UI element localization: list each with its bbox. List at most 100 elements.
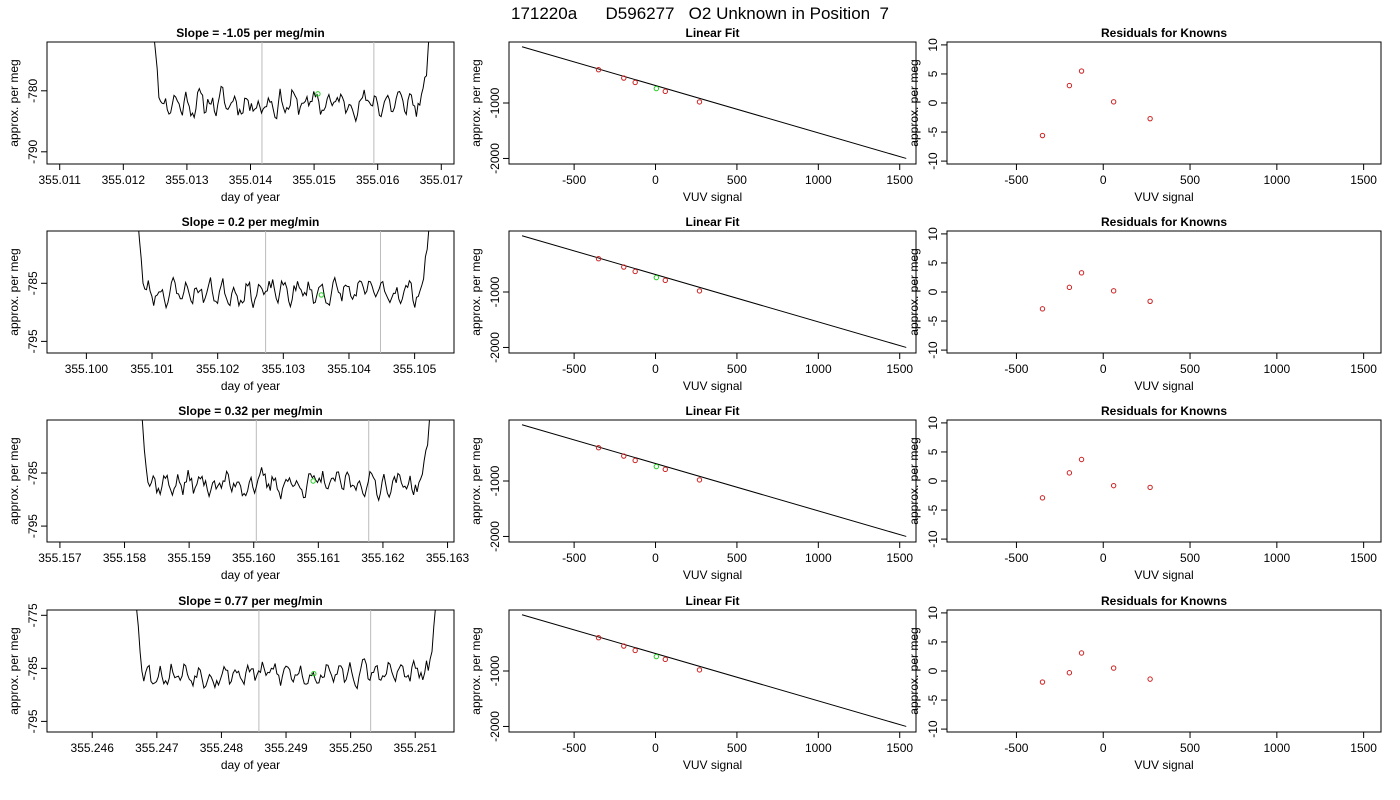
known-point [1147,484,1153,491]
x-tick-label: 355.247 [135,741,179,755]
known-point [1066,670,1073,676]
x-axis-label: day of year [221,568,280,582]
y-tick-label: -775 [26,603,40,627]
signal-trace [138,231,430,310]
known-point [1066,284,1073,291]
plot-frame [46,41,455,165]
y-tick-label: 5 [926,259,940,266]
x-axis-label: VUV signal [683,758,742,772]
x-tick-label: 500 [727,741,747,755]
panel-title: Slope = 0.77 per meg/min [178,594,322,608]
panel-title: Slope = 0.2 per meg/min [182,215,320,229]
x-tick-label: 0 [1100,173,1107,187]
known-point [1039,495,1046,501]
panel-r0-c2: Residuals for Knowns -500 0 500 1000 1500 VUV … [907,26,1382,204]
x-tick-label: 500 [1180,173,1200,187]
fit-line [521,614,907,727]
x-tick-label: -500 [1004,173,1028,187]
known-point [1110,99,1117,105]
known-point [621,453,627,459]
x-tick-label: -500 [562,362,586,376]
plot-area [521,46,907,159]
panel-r1-c2: Residuals for Knowns -500 0 500 1000 1500 VUV … [907,215,1382,393]
x-tick-label: -500 [1004,551,1028,565]
x-tick-label: 355.016 [356,173,400,187]
x-tick-label: 1500 [1350,551,1377,565]
y-tick-label: 10 [926,38,940,52]
x-tick-label: 1500 [886,741,913,755]
known-point [696,288,703,294]
x-axis-label: VUV signal [1134,758,1193,772]
x-tick-label: 500 [1180,362,1200,376]
plot-area [521,614,907,727]
y-tick-label: -2000 [488,711,502,742]
x-tick-label: 355.249 [264,741,308,755]
known-point [662,88,668,95]
y-tick-label: 0 [926,477,940,484]
plot-area [138,231,430,353]
unknown-point [310,478,316,484]
x-axis-label: VUV signal [683,190,742,204]
y-tick-label: 0 [926,99,940,106]
unknown-point [318,292,325,298]
known-point [1039,306,1046,312]
known-point [632,647,638,654]
x-tick-label: 1000 [1263,362,1290,376]
y-axis-label: approx. per meg [7,437,21,524]
known-point [1066,82,1073,89]
plot-area [1039,650,1153,685]
x-tick-label: 355.012 [102,173,146,187]
panel-title: Residuals for Knowns [1101,594,1227,608]
known-point [621,75,627,81]
panel-r0-c1: Linear Fit -500 0 500 1000 1500 VUV signal -100… [469,26,917,204]
y-axis-label: approx. per meg [469,59,483,146]
panel-r0-c0: Slope = -1.05 per meg/min 355.011 355.012 3… [7,26,463,204]
known-point [632,79,638,86]
panel-title: Linear Fit [685,215,739,229]
known-point [621,643,627,649]
x-tick-label: 1500 [1350,741,1377,755]
y-axis-label: approx. per meg [907,59,921,146]
x-tick-label: 1500 [1350,173,1377,187]
unknown-point [653,274,660,281]
panel-title: Linear Fit [685,594,739,608]
known-point [1078,650,1085,656]
x-tick-label: 1500 [886,551,913,565]
y-tick-label: 10 [926,416,940,430]
x-tick-label: 355.162 [361,551,405,565]
known-point [1110,482,1117,489]
plot-area [521,424,907,537]
fit-line [521,424,907,537]
x-tick-label: -500 [1004,741,1028,755]
x-tick-label: 355.158 [103,551,147,565]
unknown-point [653,85,660,92]
known-point [1078,456,1085,463]
known-point [662,277,668,284]
plot-area [1039,456,1153,501]
known-point [1147,676,1153,682]
plot-frame [46,230,455,354]
known-point [1110,288,1117,294]
x-tick-label: 355.161 [297,551,341,565]
panel-r3-c0: Slope = 0.77 per meg/min 355.246 355.247 35… [7,594,455,772]
y-tick-label: -10 [926,720,940,738]
y-axis-label: approx. per meg [7,627,21,714]
x-tick-label: 1500 [886,362,913,376]
known-point [1078,68,1085,74]
signal-trace [136,610,436,690]
plot-frame [946,419,1382,543]
x-tick-label: 355.101 [130,362,174,376]
known-point [1147,115,1153,122]
unknown-point [653,653,660,660]
x-axis-label: day of year [221,190,280,204]
known-point [595,635,602,641]
x-tick-label: 355.251 [394,741,438,755]
y-tick-label: 5 [926,70,940,77]
x-tick-label: 0 [652,173,659,187]
x-tick-label: 1000 [805,741,832,755]
panel-r1-c0: Slope = 0.2 per meg/min 355.100 355.101 355… [7,215,455,393]
y-tick-label: -1000 [488,87,502,118]
unknown-point [315,91,321,97]
x-tick-label: 500 [1180,741,1200,755]
x-axis-label: VUV signal [683,379,742,393]
